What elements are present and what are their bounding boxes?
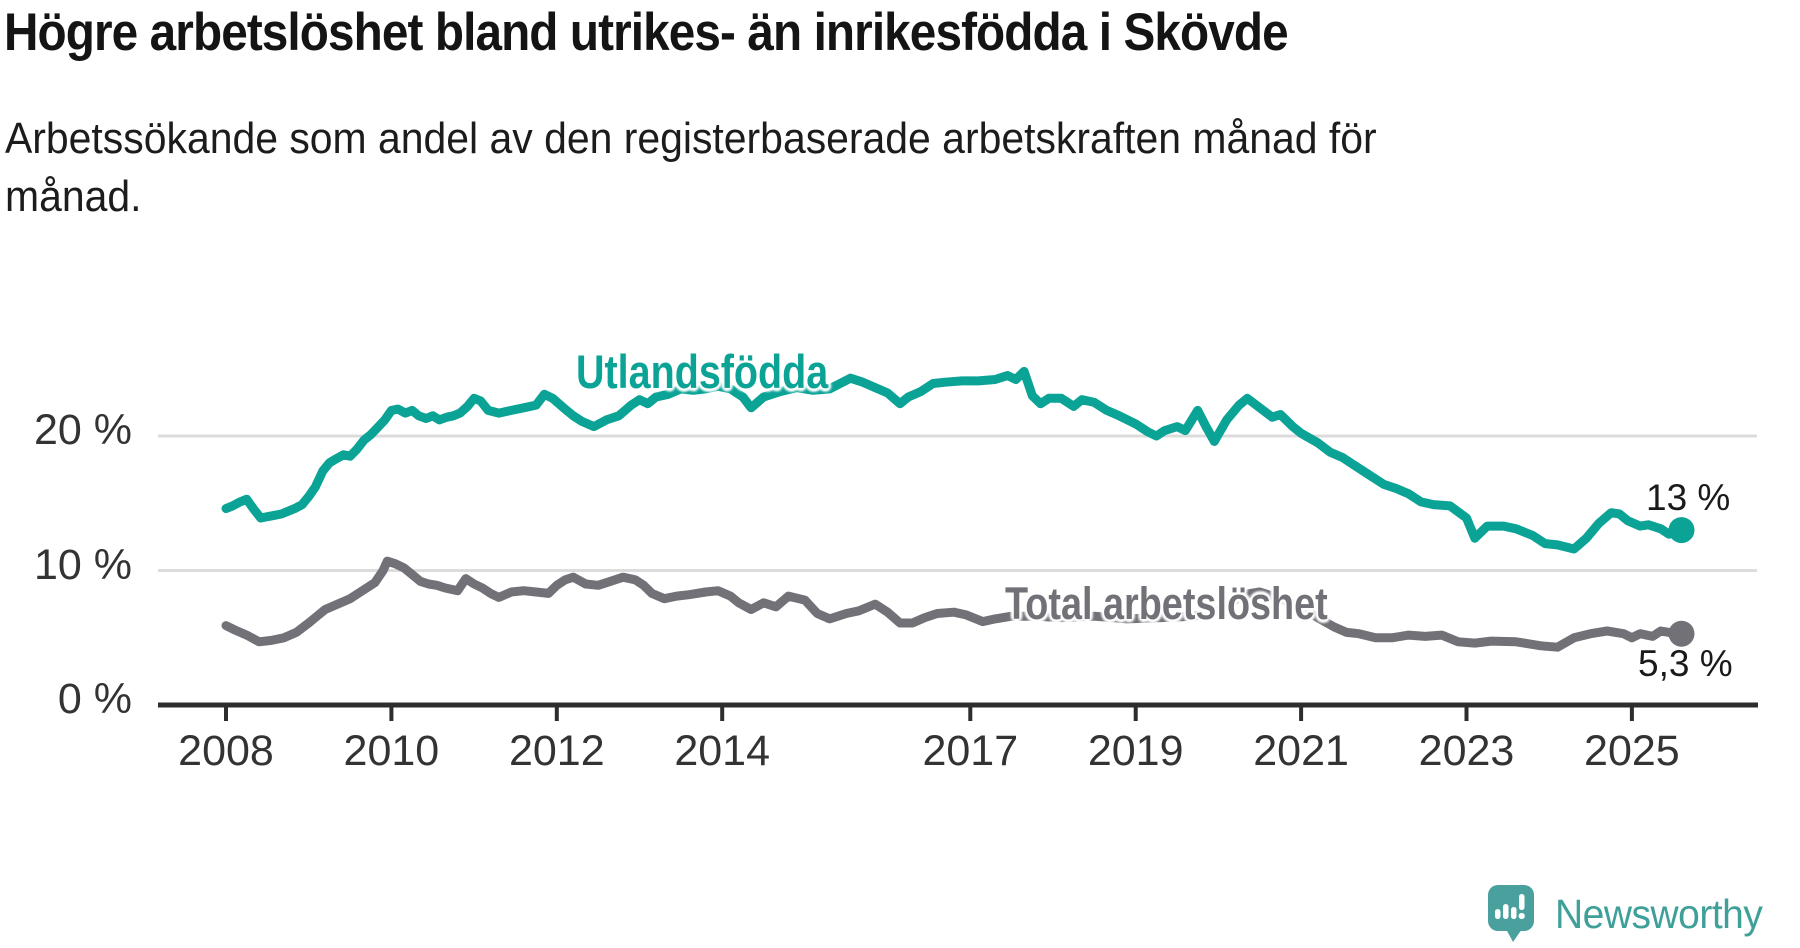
newsworthy-wordmark: Newsworthy (1555, 890, 1763, 937)
series-label-utlandsfodda: Utlandsfödda (576, 345, 829, 398)
series-label-total-arbetsloshet: Total arbetslöshet (1005, 578, 1328, 629)
newsworthy-icon (1488, 885, 1534, 942)
end-value-label-total: 5,3 % (1638, 643, 1733, 684)
x-axis-tick-2008: 2008 (178, 727, 274, 775)
x-axis-tick-2010: 2010 (343, 727, 440, 775)
page-title: Högre arbetslöshet bland utrikes- än inr… (4, 3, 1289, 62)
x-axis-tick-2017: 2017 (922, 727, 1019, 775)
y-axis-tick-0: 0 % (57, 675, 132, 723)
chart-subtitle: Arbetssökande som andel av den registerb… (5, 110, 1377, 226)
chart-subtitle-line-2: månad. (5, 172, 142, 221)
x-axis-tick-2012: 2012 (508, 727, 605, 775)
end-value-label-utlandsfodda: 13 % (1646, 477, 1731, 518)
x-axis-tick-2014: 2014 (674, 727, 771, 775)
y-axis-tick-20: 20 % (33, 406, 132, 454)
y-axis-tick-10: 10 % (33, 540, 132, 589)
x-axis-tick-2021: 2021 (1253, 727, 1349, 775)
x-axis-tick-2023: 2023 (1418, 727, 1515, 775)
x-axis-tick-2025: 2025 (1584, 727, 1680, 775)
x-axis-tick-2019: 2019 (1087, 727, 1184, 775)
newsworthy-logo: Newsworthy (1487, 884, 1773, 944)
chart-subtitle-line-1: Arbetssökande som andel av den registerb… (5, 114, 1377, 163)
